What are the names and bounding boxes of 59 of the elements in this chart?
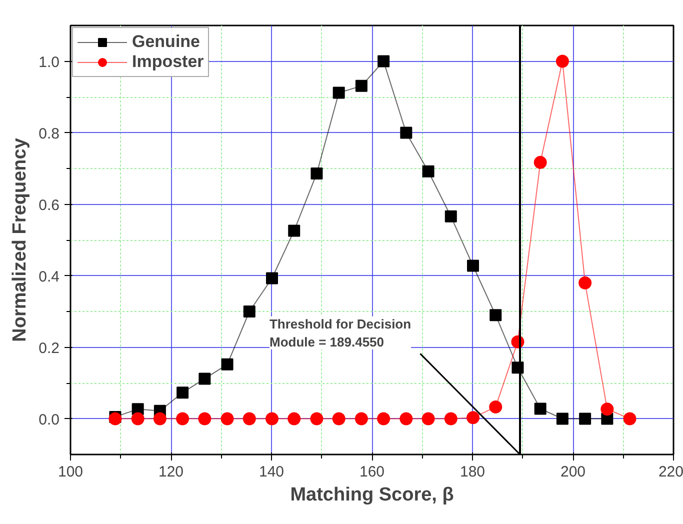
- x-tick-label: 180: [460, 464, 486, 480]
- point: [221, 358, 234, 370]
- point: [332, 412, 346, 426]
- point: [556, 412, 568, 425]
- point: [444, 210, 457, 222]
- x-tick-label: 160: [359, 464, 385, 480]
- y-tick-label: 0.2: [38, 340, 60, 357]
- point: [578, 276, 592, 290]
- point: [198, 412, 212, 426]
- point: [266, 412, 279, 426]
- point: [422, 412, 435, 426]
- point: [489, 400, 502, 414]
- y-tick-label: 0.4: [38, 268, 60, 286]
- point: [108, 412, 122, 426]
- point: [466, 411, 480, 424]
- point: [354, 412, 368, 426]
- point: [242, 412, 256, 426]
- point: [400, 126, 412, 139]
- point: [444, 412, 458, 426]
- point: [198, 372, 211, 385]
- point: [243, 306, 256, 318]
- legend-label: Genuine: [132, 32, 200, 52]
- x-tick-label: 140: [258, 464, 284, 480]
- legend-label: Imposter: [132, 52, 204, 72]
- x-tick-label: 200: [560, 464, 586, 480]
- point: [153, 412, 166, 426]
- x-tick-label: 100: [58, 464, 84, 480]
- x-tick-label: 120: [158, 464, 184, 480]
- point: [220, 412, 234, 426]
- point: [534, 402, 546, 415]
- point: [579, 412, 592, 425]
- point: [378, 55, 390, 68]
- point: [176, 412, 190, 426]
- x-axis-title: Matching Score, β: [290, 484, 454, 506]
- point: [332, 86, 345, 99]
- point: [288, 224, 300, 237]
- point: [467, 260, 480, 272]
- x-tick-label: 220: [658, 464, 683, 480]
- y-tick-label: 1.0: [38, 54, 60, 71]
- point: [534, 156, 547, 169]
- y-axis-title: Normalized Frequency: [10, 138, 31, 342]
- point: [288, 412, 301, 426]
- point: [422, 165, 434, 178]
- point: [310, 168, 323, 180]
- y-tick-label: 0.0: [38, 411, 60, 428]
- point: [266, 272, 278, 284]
- point: [176, 386, 189, 399]
- ref-line-label: Threshold for Decision Module = 189.4550: [269, 316, 412, 350]
- point: [355, 80, 368, 92]
- point: [131, 412, 144, 426]
- point: [377, 412, 390, 426]
- point: [400, 412, 413, 426]
- y-tick-label: 0.8: [38, 125, 60, 142]
- point: [600, 402, 614, 416]
- point: [623, 412, 636, 426]
- point: [556, 54, 569, 68]
- point: [490, 309, 502, 322]
- point: [310, 412, 324, 426]
- y-tick-label: 0.6: [38, 196, 60, 214]
